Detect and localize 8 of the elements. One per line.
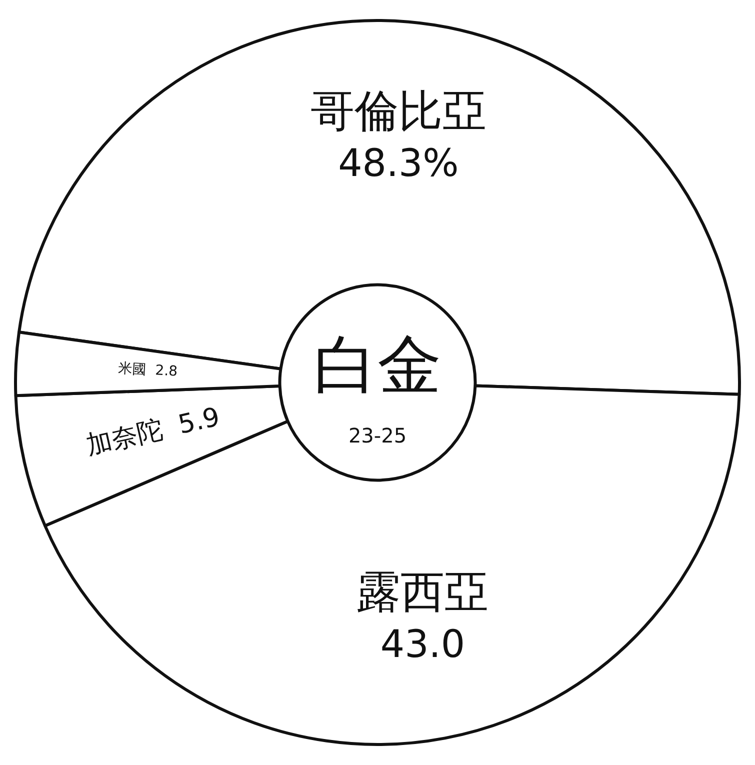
slice-label: 米國 2.8 xyxy=(118,360,178,380)
text: 23-25 xyxy=(348,424,407,448)
data-label: 48.3% xyxy=(338,141,459,186)
data-label: 43.0 xyxy=(380,622,466,666)
text: 白金 xyxy=(314,329,442,404)
slice-label: 哥倫比亞 xyxy=(310,86,486,137)
slice-label: 露西亞 xyxy=(356,566,489,618)
slice-label: 加奈陀 5.9 xyxy=(83,402,223,462)
